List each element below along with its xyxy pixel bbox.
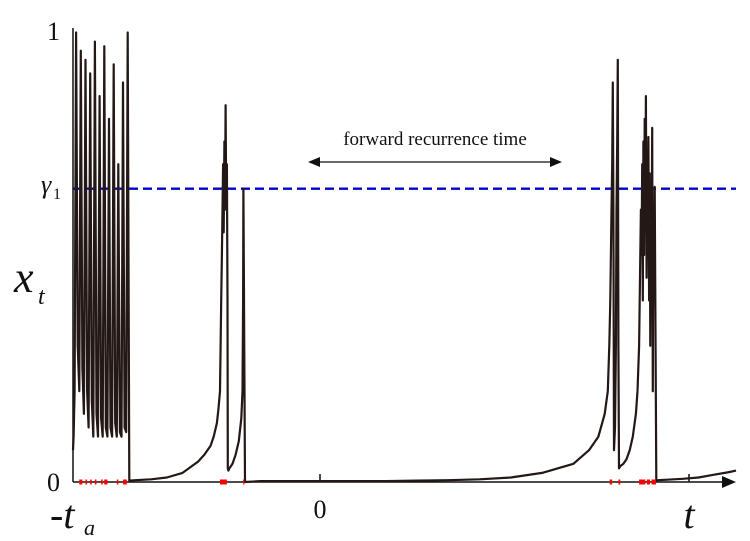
y-axis-label-main: x xyxy=(13,253,34,302)
x-tick-start-subscript: a xyxy=(84,515,95,540)
annotation-arrowhead-right xyxy=(550,157,562,167)
recurrence-annotation: forward recurrence time xyxy=(308,129,562,167)
threshold-label: γ 1 xyxy=(41,170,61,203)
threshold-label-subscript: 1 xyxy=(53,186,61,203)
x-tick-end-label: t xyxy=(683,492,695,537)
x-tick-zero-label: 0 xyxy=(314,495,327,524)
y-axis-label-subscript: t xyxy=(38,284,46,310)
y-axis-label: x t xyxy=(13,253,46,310)
series-line-0 xyxy=(71,31,737,484)
annotation-arrowhead-left xyxy=(308,157,320,167)
x-tick-start: -t a xyxy=(50,492,95,540)
threshold-label-main: γ xyxy=(41,170,52,199)
annotation-text: forward recurrence time xyxy=(343,129,527,150)
x-tick-start-label: -t xyxy=(50,492,75,537)
y-tick-label-top: 1 xyxy=(47,17,60,46)
y-tick-label-bottom: 0 xyxy=(47,468,60,497)
x-axis-arrowhead xyxy=(722,476,736,488)
series-layer xyxy=(71,31,737,484)
